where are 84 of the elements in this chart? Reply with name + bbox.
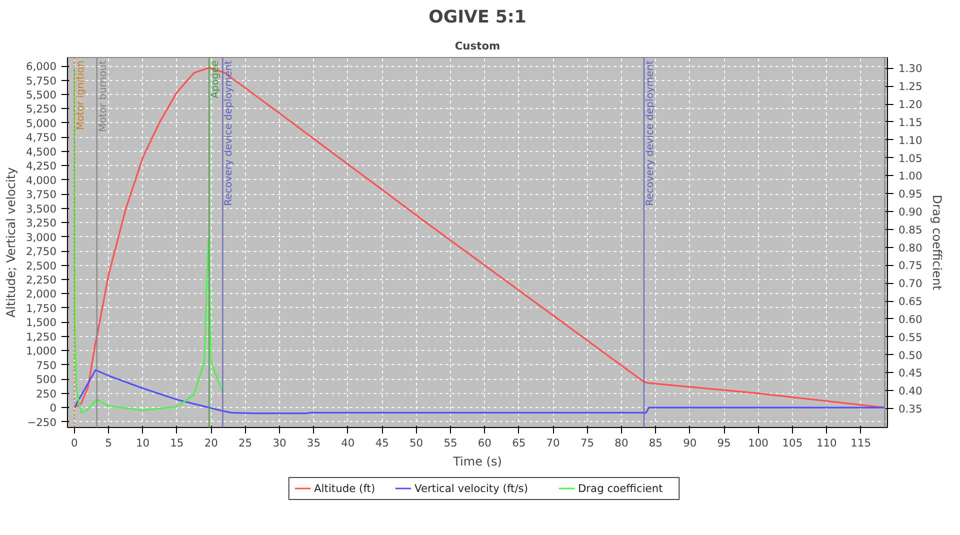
- x-tick-label: 105: [782, 436, 803, 450]
- y2-tick-label: 1.25: [898, 80, 922, 94]
- x-tick-label: 40: [341, 436, 355, 450]
- y2-tick-label: 0.35: [898, 402, 922, 416]
- y2-tick-label: 1.30: [898, 62, 922, 76]
- x-axis-title: Time (s): [452, 454, 502, 468]
- y2-tick-label: 0.85: [898, 223, 922, 236]
- x-tick-label: 110: [816, 436, 838, 450]
- y-tick-label: 3,250: [26, 216, 57, 230]
- chart-subtitle: Custom: [454, 40, 500, 52]
- y-tick-label: 2,500: [26, 259, 57, 272]
- y-tick-label: 4,750: [26, 131, 57, 144]
- y-tick-label: 500: [36, 373, 57, 386]
- y2-tick-label: 0.65: [898, 295, 922, 308]
- x-tick-label: 30: [272, 436, 287, 450]
- ref-line-label: Apogee: [210, 60, 222, 98]
- legend-label: Vertical velocity (ft/s): [414, 482, 528, 495]
- y-tick-label: 5,000: [26, 116, 57, 130]
- ref-line-label: Recovery device deployment: [224, 60, 235, 206]
- y-tick-label: 6,000: [26, 60, 57, 74]
- y-tick-label: 1,250: [26, 330, 57, 344]
- y-tick-label: 3,750: [26, 188, 57, 202]
- x-tick-label: 35: [306, 436, 320, 450]
- x-tick-label: 0: [70, 436, 78, 450]
- y2-tick-label: 1.15: [898, 116, 922, 129]
- y-tick-label: 750: [36, 358, 57, 372]
- y-tick-label: −250: [27, 416, 57, 429]
- y-tick-label: 5,750: [26, 74, 57, 88]
- y2-tick-label: 0.80: [898, 241, 922, 254]
- y2-tick-label: 1.10: [898, 134, 922, 147]
- chart-title: OGIVE 5:1: [428, 8, 526, 28]
- y-tick-label: 1,000: [26, 344, 57, 358]
- y2-tick-label: 0.50: [898, 348, 922, 362]
- y2-tick-label: 0.70: [898, 277, 922, 290]
- y-tick-label: 1,500: [26, 316, 57, 330]
- y-tick-label: 3,500: [26, 202, 57, 216]
- y2-tick-label: 0.60: [898, 312, 922, 326]
- y-axis-title: Altitude; Vertical velocity: [4, 167, 18, 318]
- x-tick-label: 20: [204, 436, 218, 450]
- y2-tick-label: 0.95: [898, 188, 922, 201]
- x-tick-label: 85: [648, 436, 662, 450]
- x-tick-label: 65: [512, 436, 526, 450]
- y2-tick-label: 1.20: [898, 98, 922, 112]
- y-tick-label: 2,250: [26, 274, 57, 286]
- y-tick-label: 250: [36, 387, 57, 400]
- legend-label: Altitude (ft): [314, 482, 376, 495]
- ref-line-label: Motor burnout: [98, 60, 109, 132]
- y-tick-label: 5,250: [26, 102, 57, 116]
- x-tick-label: 25: [238, 436, 252, 450]
- y2-tick-label: 0.45: [898, 366, 922, 380]
- x-tick-label: 80: [614, 436, 628, 450]
- y-tick-label: 1,750: [26, 302, 57, 315]
- x-tick-label: 50: [410, 436, 424, 450]
- y2-tick-label: 1.00: [898, 170, 922, 183]
- line-series: [74, 369, 886, 414]
- y-tick-label: 4,250: [26, 160, 57, 173]
- x-tick-label: 115: [850, 436, 871, 450]
- x-tick-label: 45: [375, 436, 389, 450]
- x-tick-label: 60: [478, 436, 492, 450]
- legend-label: Drag coefficient: [578, 482, 663, 495]
- x-tick-label: 55: [444, 436, 458, 450]
- y2-tick-label: 0.75: [898, 259, 922, 272]
- x-tick-label: 75: [580, 436, 594, 450]
- x-tick-label: 70: [546, 436, 560, 450]
- x-tick-label: 100: [748, 436, 769, 450]
- y-tick-label: 3,000: [26, 230, 57, 244]
- ref-line-label: Motor ignition: [75, 60, 86, 130]
- y-tick-label: 4,500: [26, 145, 57, 158]
- y2-tick-label: 1.05: [898, 152, 922, 165]
- x-tick-label: 95: [717, 436, 731, 450]
- y2-axis-title: Drag coefficient: [930, 194, 944, 291]
- x-tick-label: 15: [170, 436, 184, 450]
- y-tick-label: 2,750: [26, 245, 57, 258]
- y-tick-label: 2,000: [26, 288, 57, 301]
- y2-tick-label: 0.40: [898, 384, 922, 398]
- x-tick-label: 5: [105, 436, 112, 450]
- ref-line-label: Recovery device deployment: [645, 60, 656, 206]
- y2-tick-label: 0.90: [898, 206, 922, 219]
- x-tick-label: 10: [136, 436, 150, 450]
- y-tick-label: 4,000: [26, 174, 57, 187]
- x-tick-label: 90: [683, 436, 697, 450]
- y2-tick-label: 0.55: [898, 330, 922, 344]
- y-tick-label: 0: [50, 402, 57, 415]
- y-tick-label: 5,500: [26, 88, 57, 102]
